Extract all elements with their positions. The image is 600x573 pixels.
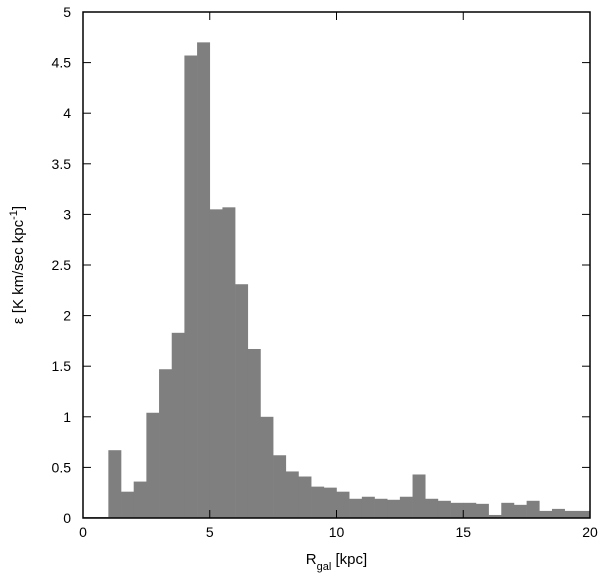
histogram-bar xyxy=(412,474,426,518)
histogram-bar xyxy=(146,412,160,518)
histogram-bar xyxy=(551,508,565,518)
y-tick-label: 5 xyxy=(63,4,71,20)
histogram-bar xyxy=(463,502,477,518)
y-tick-label: 0 xyxy=(63,510,71,526)
histogram-bar xyxy=(108,450,122,518)
y-tick-label: 3.5 xyxy=(52,156,72,172)
histogram-bar xyxy=(437,500,451,518)
x-tick-label: 15 xyxy=(455,524,471,540)
y-tick-label: 1 xyxy=(63,409,71,425)
histogram-bar xyxy=(311,486,325,518)
x-tick-label: 20 xyxy=(582,524,598,540)
histogram-bar xyxy=(159,369,173,518)
x-tick-label: 0 xyxy=(79,524,87,540)
histogram-bar xyxy=(488,514,502,518)
x-tick-label: 10 xyxy=(329,524,345,540)
histogram-bar xyxy=(184,55,198,519)
histogram-bar xyxy=(121,491,134,518)
y-tick-label: 0.5 xyxy=(52,459,72,475)
histogram-bar xyxy=(475,503,489,518)
histogram-bar xyxy=(273,455,287,518)
histogram-bar xyxy=(425,498,439,518)
y-tick-label: 2 xyxy=(63,308,71,324)
x-tick-label: 5 xyxy=(206,524,214,540)
y-tick-label: 3 xyxy=(63,206,71,222)
y-tick-label: 1.5 xyxy=(52,358,72,374)
histogram-bar xyxy=(285,471,299,518)
histogram-bar xyxy=(501,502,515,518)
histogram-bar xyxy=(336,491,350,518)
y-tick-label: 2.5 xyxy=(52,257,72,273)
histogram-bar xyxy=(298,476,312,518)
histogram-bar xyxy=(539,510,553,518)
histogram-bar xyxy=(361,496,375,518)
histogram-bar xyxy=(260,416,274,518)
ticks-group xyxy=(82,11,591,519)
histogram-bar xyxy=(387,499,401,518)
histogram-bar xyxy=(171,332,185,518)
histogram-bar xyxy=(374,498,388,518)
histogram-bar xyxy=(247,348,261,518)
histogram-bar xyxy=(577,510,591,518)
y-axis-label: ε [K km/sec kpc-1] xyxy=(8,206,27,324)
bars-group xyxy=(83,42,591,519)
histogram-bar xyxy=(450,502,464,518)
y-tick-label: 4 xyxy=(63,105,71,121)
y-tick-label: 4.5 xyxy=(52,55,72,71)
histogram-bar xyxy=(133,481,147,518)
histogram-bar xyxy=(222,207,236,519)
histogram-bar xyxy=(399,496,413,518)
x-axis-label: Rgal [kpc] xyxy=(306,551,367,573)
histogram-bar xyxy=(349,498,363,518)
histogram-bar xyxy=(564,510,578,518)
tick-labels-group: 0 5 10 15 20 0 0.5 1 1.5 2 2.5 3 3.5 4 4.5 5 xyxy=(52,4,598,540)
histogram-bar xyxy=(197,42,211,519)
histogram-bar xyxy=(526,500,540,518)
histogram-bar xyxy=(209,209,223,518)
histogram-bar xyxy=(513,504,527,518)
histogram-bar xyxy=(323,487,337,518)
histogram-bar xyxy=(235,284,249,518)
